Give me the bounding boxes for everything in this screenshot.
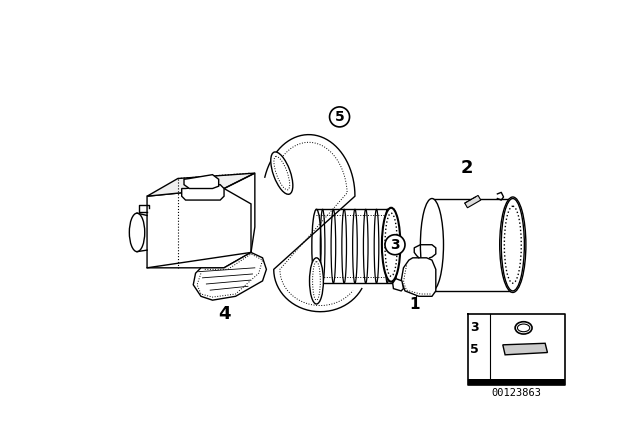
Ellipse shape — [389, 209, 398, 283]
Polygon shape — [401, 258, 436, 296]
Ellipse shape — [382, 208, 401, 282]
Polygon shape — [503, 343, 547, 355]
Polygon shape — [147, 189, 251, 268]
Ellipse shape — [420, 198, 444, 291]
Polygon shape — [465, 195, 481, 208]
Text: 1: 1 — [410, 297, 420, 311]
Circle shape — [330, 107, 349, 127]
Ellipse shape — [310, 258, 323, 304]
Text: 3: 3 — [470, 321, 479, 334]
Circle shape — [385, 235, 405, 255]
Text: 00123863: 00123863 — [492, 388, 541, 397]
Text: 3: 3 — [390, 238, 400, 252]
Polygon shape — [147, 173, 255, 196]
Bar — [468, 379, 565, 385]
Polygon shape — [182, 185, 224, 200]
Polygon shape — [393, 279, 403, 291]
Text: 5: 5 — [335, 110, 344, 124]
Ellipse shape — [129, 213, 145, 252]
Text: 2: 2 — [460, 159, 473, 177]
Polygon shape — [184, 175, 219, 189]
Polygon shape — [193, 252, 266, 300]
Ellipse shape — [271, 152, 293, 194]
Text: 4: 4 — [218, 305, 230, 323]
Text: 5: 5 — [470, 343, 479, 356]
Ellipse shape — [500, 197, 526, 293]
